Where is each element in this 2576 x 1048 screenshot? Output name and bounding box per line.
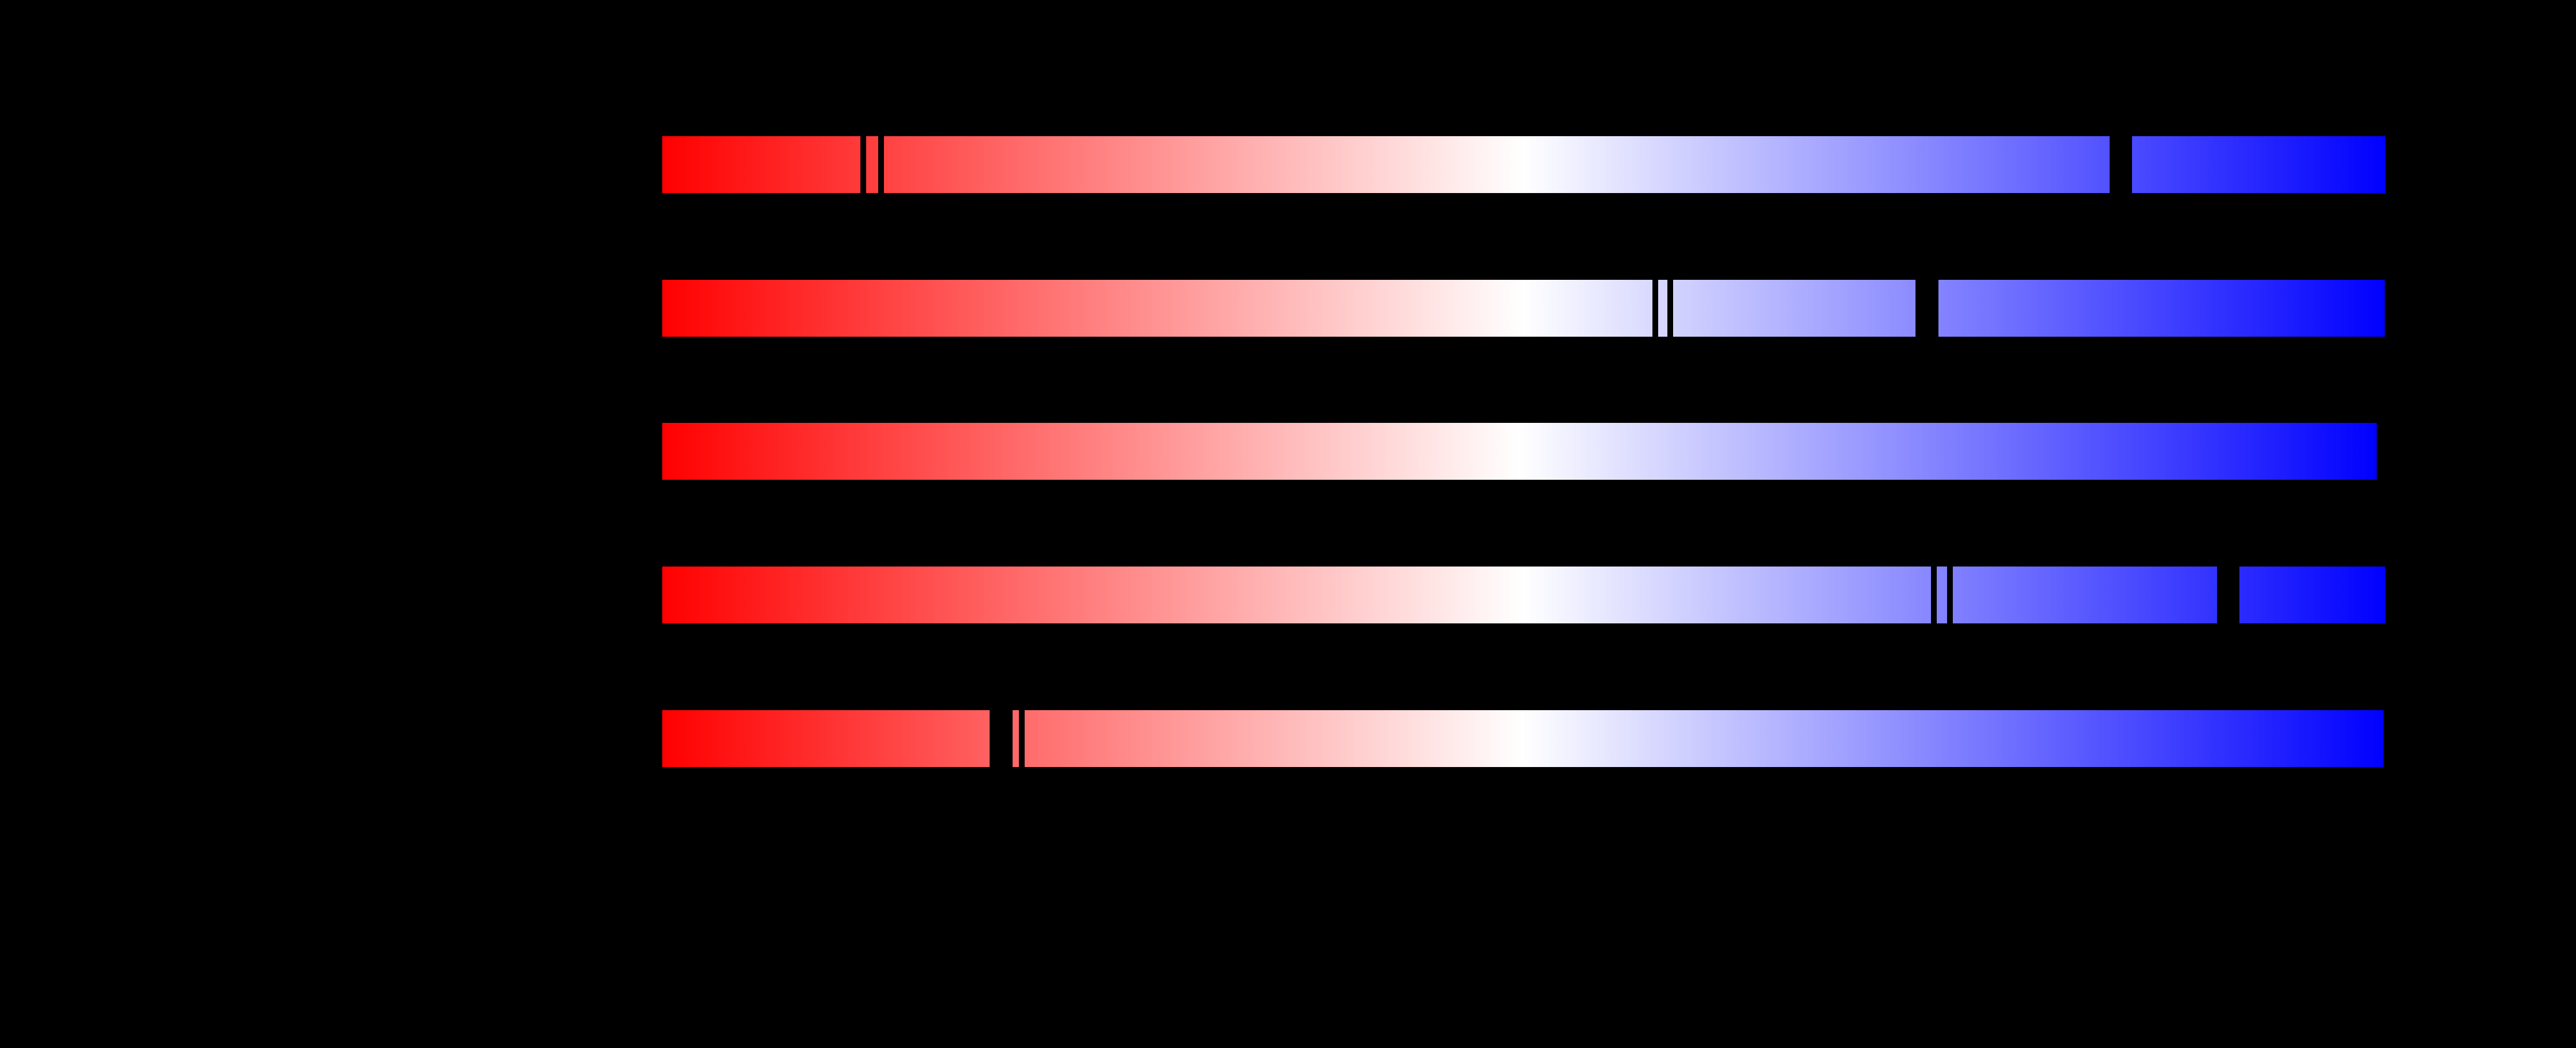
tick-marker-line — [860, 136, 866, 194]
segment-gap — [2217, 566, 2239, 624]
tick-marker-line — [878, 136, 884, 194]
tick-marker-line — [1019, 710, 1025, 768]
gradient-bar-row-3 — [662, 423, 2377, 480]
segment-gap — [1915, 279, 1938, 337]
tick-marker-line — [1667, 279, 1673, 337]
tick-marker-line — [1947, 566, 1953, 624]
gradient-bar-row-5 — [662, 710, 2384, 768]
gradient-bar-row-1 — [662, 136, 2385, 194]
tick-marker-line — [1931, 566, 1937, 624]
gradient-bar-row-2 — [662, 279, 2385, 337]
gradient-bar-row-4 — [662, 566, 2385, 624]
tick-marker-line — [1652, 279, 1658, 337]
segment-gap — [2110, 136, 2132, 194]
segment-gap — [990, 710, 1013, 768]
